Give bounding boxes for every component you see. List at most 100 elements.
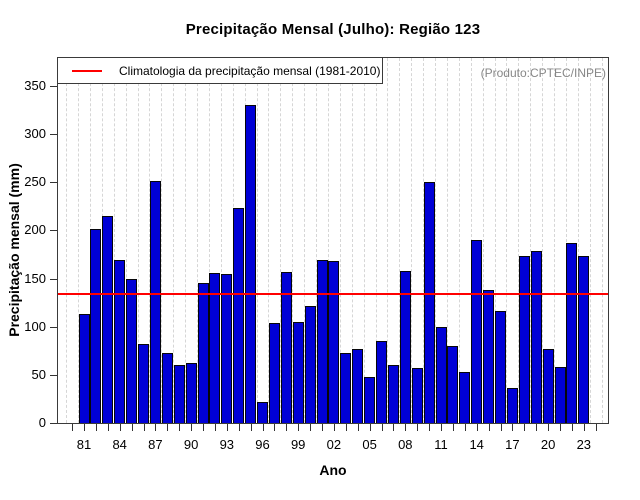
gridline-2015 <box>494 58 496 423</box>
gridline-2000 <box>316 58 318 423</box>
bar-1988 <box>161 352 173 423</box>
bar-2012 <box>447 345 459 423</box>
x-tick-label-1996: 96 <box>255 437 270 452</box>
bar-2006 <box>376 341 387 423</box>
x-tick-label-2005: 05 <box>362 437 377 452</box>
x-tick-2003 <box>345 424 347 431</box>
bar-2019 <box>530 250 542 423</box>
gridline-2020 <box>554 58 556 423</box>
x-tick-label-2014: 14 <box>469 437 484 452</box>
bar-2010 <box>423 182 435 423</box>
gridline-2022 <box>577 58 579 423</box>
x-tick-2012 <box>452 424 454 431</box>
gridline-1985 <box>137 58 139 423</box>
bar-1983 <box>102 215 114 423</box>
x-tick-2011 <box>441 424 442 431</box>
y-tick-250 <box>50 182 57 184</box>
product-watermark: (Produto:CPTEC/INPE) <box>480 66 606 80</box>
x-tick-label-2017: 17 <box>505 437 520 452</box>
bar-2007 <box>387 365 399 423</box>
y-tick-label-300: 300 <box>24 126 46 142</box>
y-axis-title: Precipitação mensal (mm) <box>6 163 22 337</box>
bar-1998 <box>280 271 292 423</box>
bar-2002 <box>328 261 340 423</box>
bar-1999 <box>292 321 304 423</box>
bar-1995 <box>245 105 257 423</box>
x-tick-label-2011: 11 <box>434 437 448 452</box>
bar-2018 <box>518 256 530 423</box>
legend-line-swatch <box>72 69 102 72</box>
gridline-1996 <box>268 58 270 423</box>
gridline-2004 <box>363 58 365 423</box>
x-tick-2016 <box>500 424 502 431</box>
gridline-2011 <box>446 58 448 423</box>
bar-1989 <box>173 365 185 423</box>
x-tick-label-2002: 02 <box>326 437 342 452</box>
bar-1992 <box>209 272 221 423</box>
x-tick-2013 <box>464 424 466 431</box>
x-tick-1994 <box>238 424 240 431</box>
gridline-1991 <box>208 58 210 423</box>
gridline-2023 <box>589 58 591 423</box>
gridline-1990 <box>197 58 199 423</box>
bar-1982 <box>90 229 102 423</box>
x-tick-1982 <box>95 424 97 431</box>
x-tick-2024 <box>595 424 597 431</box>
x-tick-2021 <box>560 424 561 431</box>
x-tick-2004 <box>357 424 359 431</box>
x-tick-1981 <box>84 424 85 431</box>
x-tick-1988 <box>167 424 169 431</box>
bar-2023 <box>578 256 590 423</box>
gridline-1988 <box>173 58 175 423</box>
gridline-2006 <box>387 58 389 423</box>
bar-2017 <box>506 388 518 423</box>
x-tick-1989 <box>179 424 181 431</box>
gridline-1984 <box>125 58 127 423</box>
x-tick-2001 <box>322 424 323 431</box>
gridline-2001 <box>327 58 329 423</box>
x-tick-1990 <box>191 424 193 431</box>
y-tick-label-150: 150 <box>24 270 46 286</box>
gridline-1989 <box>185 58 187 423</box>
x-tick-1998 <box>286 424 288 431</box>
x-tick-2023 <box>583 424 585 431</box>
x-tick-label-1990: 90 <box>183 437 199 452</box>
gridline-2019 <box>542 58 544 423</box>
bar-2003 <box>340 352 352 423</box>
y-tick-label-200: 200 <box>24 222 46 238</box>
gridline-2005 <box>375 58 377 423</box>
gridline-1987 <box>161 58 163 423</box>
gridline-2016 <box>506 58 508 423</box>
plot-area <box>58 58 608 423</box>
gridline-2002 <box>339 58 341 423</box>
bar-1993 <box>221 273 233 423</box>
x-tick-label-1993: 93 <box>219 437 235 452</box>
bar-1991 <box>197 283 209 423</box>
x-tick-1980 <box>72 424 74 431</box>
x-tick-2017 <box>512 424 514 431</box>
y-tick-50 <box>50 374 57 376</box>
bar-1994 <box>233 208 245 423</box>
x-tick-label-2023: 23 <box>576 437 592 452</box>
gridline-2018 <box>530 58 532 423</box>
x-tick-label-1987: 87 <box>148 437 163 452</box>
x-tick-1986 <box>143 424 145 431</box>
gridline-1997 <box>280 58 282 423</box>
bar-2011 <box>435 326 447 423</box>
bar-2013 <box>459 371 471 423</box>
gridline-2010 <box>435 58 437 423</box>
gridline-2008 <box>411 58 413 423</box>
x-tick-1993 <box>226 424 228 431</box>
y-tick-label-250: 250 <box>24 174 46 190</box>
x-tick-2005 <box>369 424 371 431</box>
x-tick-2020 <box>548 424 550 431</box>
gridline-2012 <box>458 58 460 423</box>
gridline-1979 <box>66 58 68 423</box>
y-tick-0 <box>50 423 57 424</box>
bar-2014 <box>471 240 483 423</box>
bar-2001 <box>316 260 328 423</box>
bar-2004 <box>352 348 364 423</box>
y-tick-150 <box>50 278 57 280</box>
bar-2000 <box>304 306 316 423</box>
x-tick-label-1999: 99 <box>290 437 306 452</box>
